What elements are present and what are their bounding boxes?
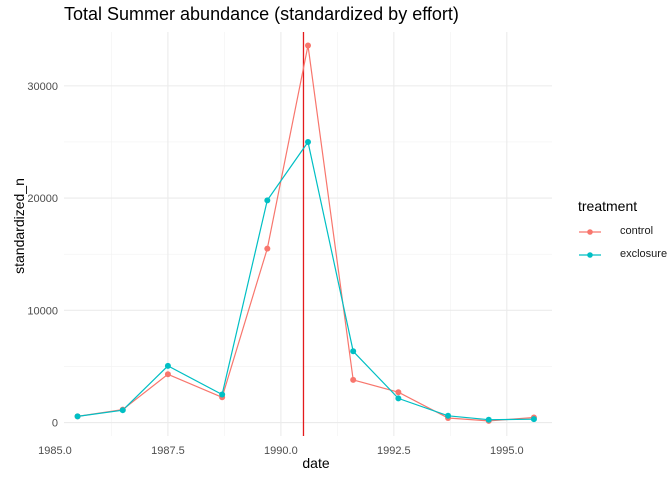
x-tick-label: 1985.0 [38, 445, 72, 457]
x-tick-label: 1995.0 [490, 445, 524, 457]
data-point-exclosure [485, 416, 492, 423]
y-axis-label: standardized_n [11, 178, 27, 274]
x-axis-label: date [302, 455, 330, 471]
legend-key-exclosure [579, 252, 601, 258]
legend-label-control: control [620, 225, 654, 237]
data-point-exclosure [445, 412, 452, 419]
y-tick-label: 20000 [27, 193, 58, 205]
legend: treatment control exclosure [578, 198, 668, 268]
legend-key-control [579, 229, 601, 235]
series-line-control [77, 45, 534, 422]
legend-item-control: control [578, 222, 668, 245]
data-point-exclosure [350, 348, 357, 355]
legend-label-exclosure: exclosure [620, 248, 668, 260]
x-tick-label: 1990.0 [264, 445, 298, 457]
y-tick-label: 10000 [27, 305, 58, 317]
legend-title: treatment [578, 198, 638, 214]
series-line-exclosure [77, 140, 534, 421]
data-point-control [350, 376, 357, 383]
data-point-control [264, 245, 271, 252]
data-point-control [395, 389, 402, 396]
y-tick-label: 0 [52, 418, 58, 430]
x-tick-label: 1992.5 [377, 445, 411, 457]
data-point-exclosure [219, 391, 226, 398]
data-point-exclosure [119, 407, 126, 414]
data-point-control [305, 42, 311, 49]
data-point-exclosure [305, 138, 311, 145]
x-tick-label: 1987.5 [151, 445, 185, 457]
data-point-exclosure [74, 413, 81, 420]
data-point-control [164, 371, 171, 378]
data-point-exclosure [264, 197, 271, 204]
data-point-exclosure [395, 395, 402, 402]
data-point-exclosure [530, 416, 537, 423]
y-tick-label: 30000 [27, 81, 58, 93]
legend-item-exclosure: exclosure [578, 245, 668, 268]
chart-title: Total Summer abundance (standardized by … [64, 4, 459, 24]
data-point-exclosure [164, 362, 171, 369]
